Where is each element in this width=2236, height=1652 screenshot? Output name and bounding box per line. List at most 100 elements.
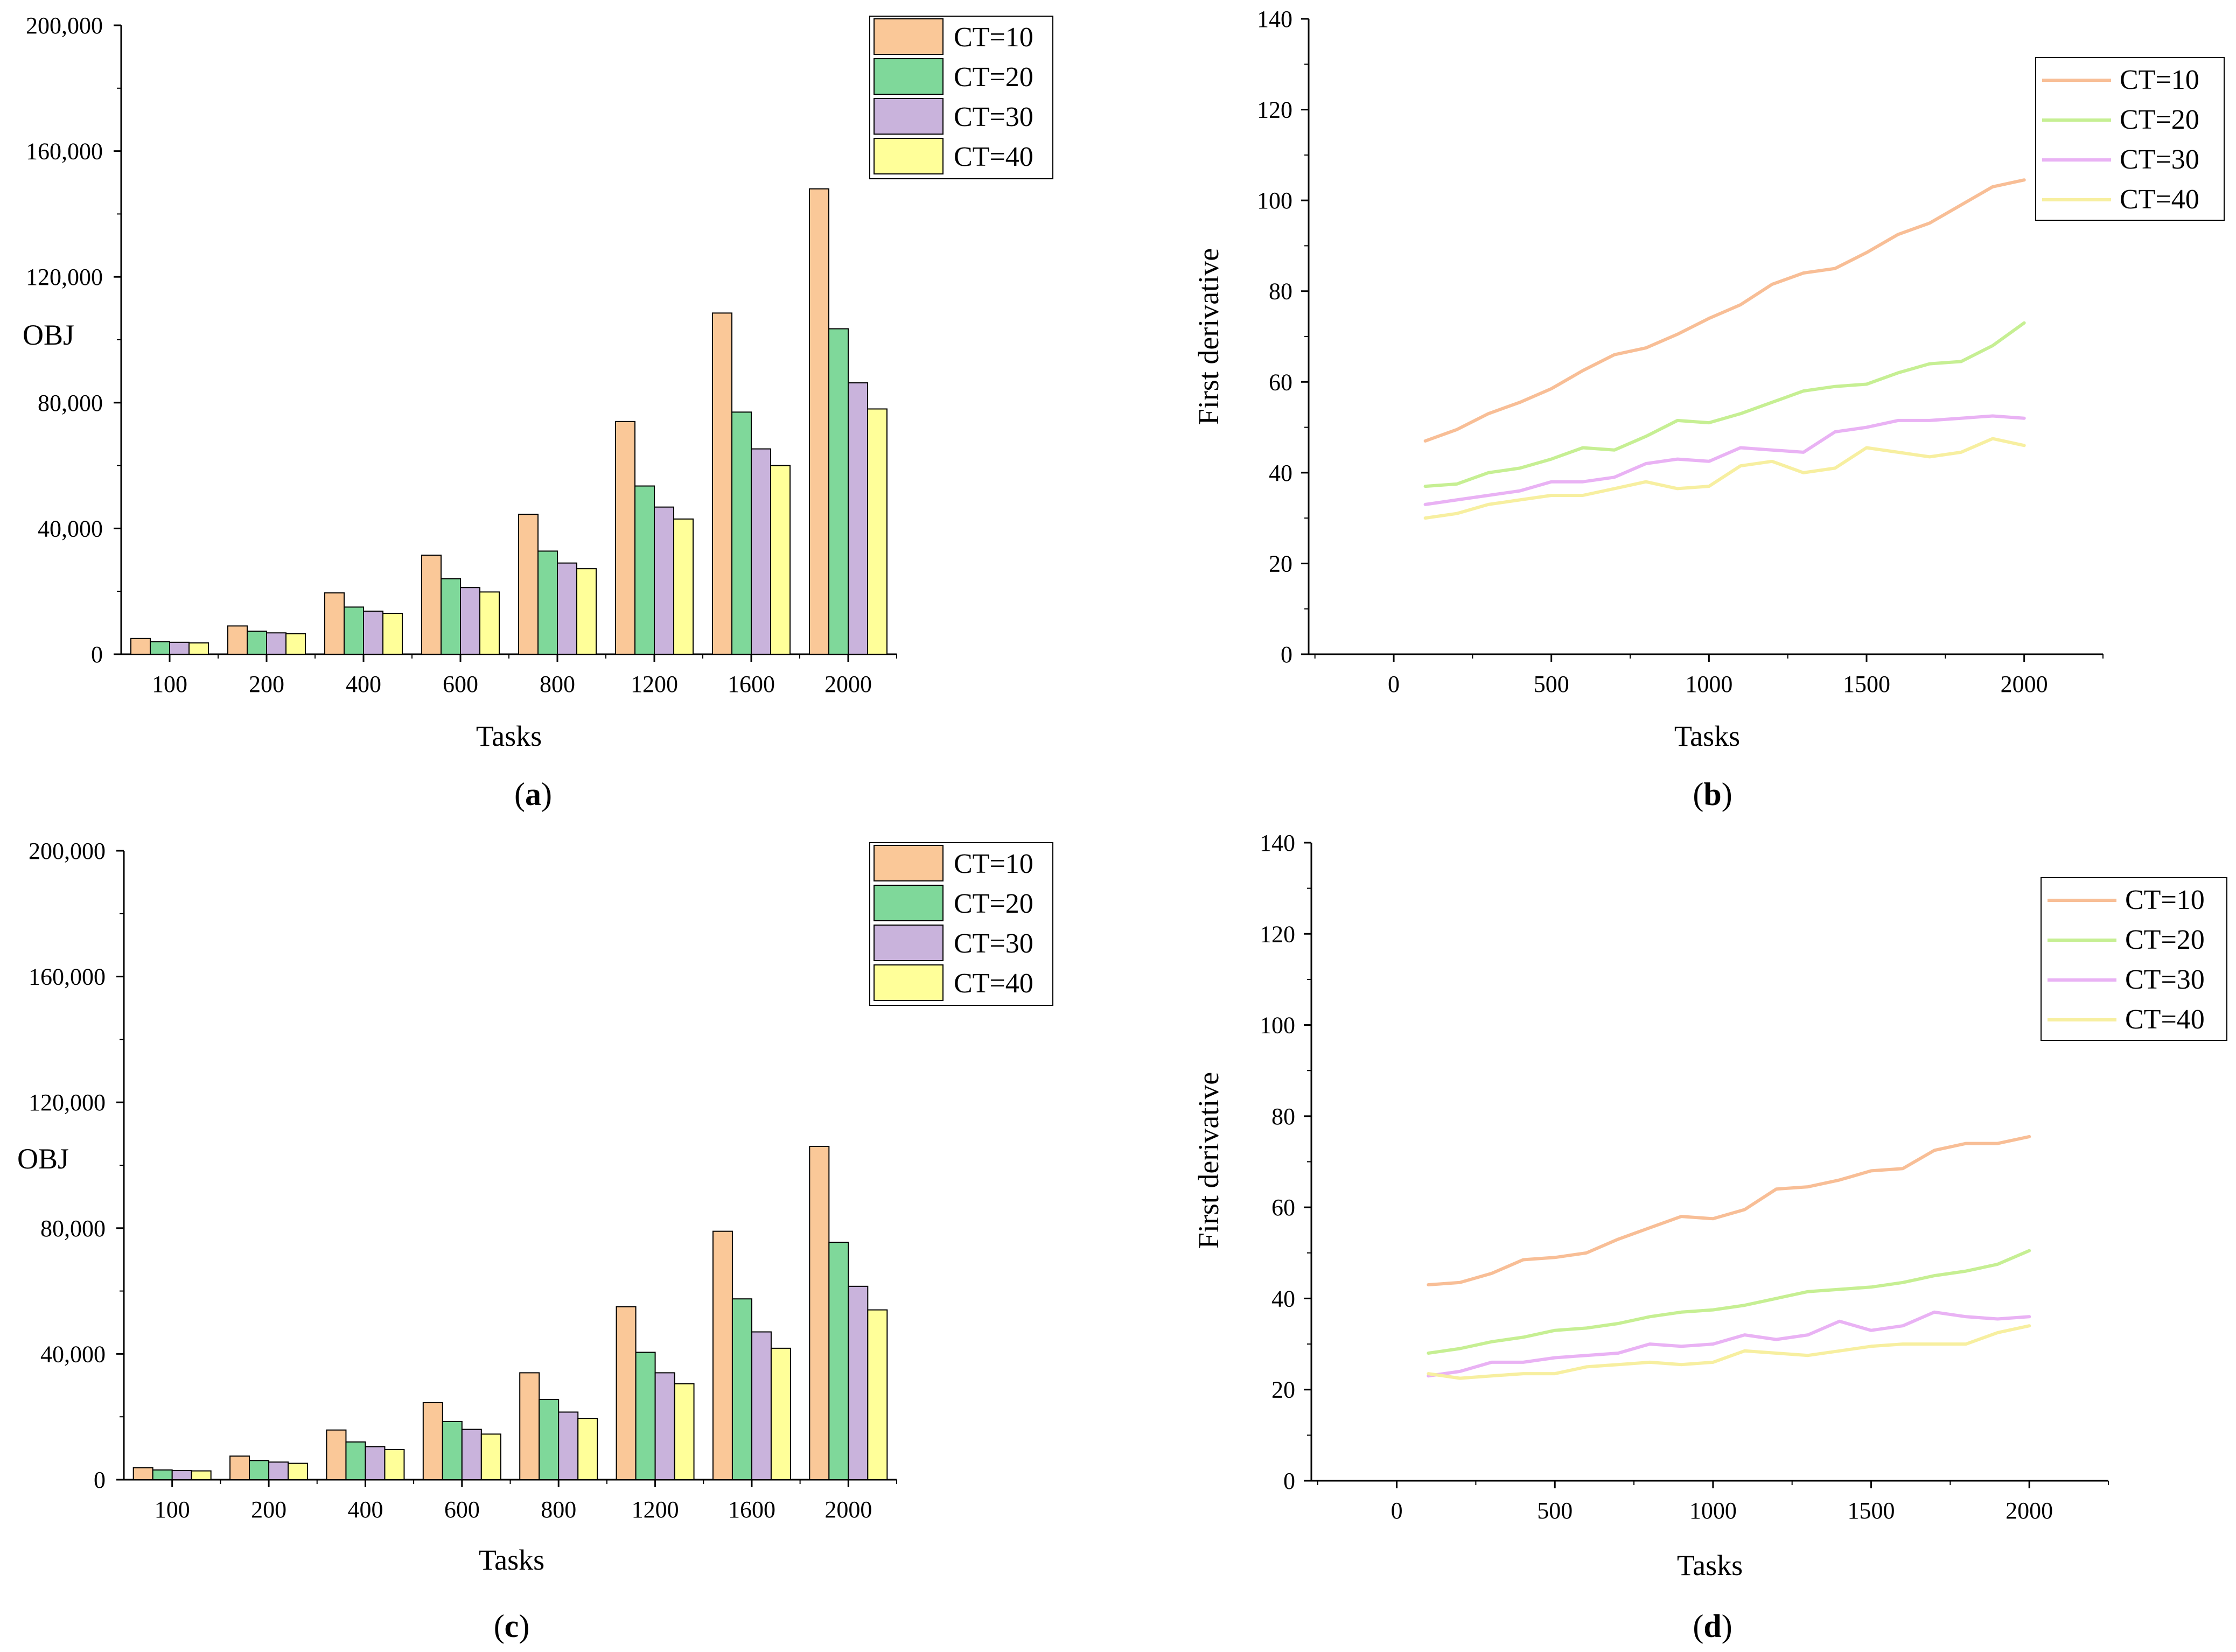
bar	[848, 1285, 869, 1481]
bar	[809, 188, 829, 655]
legend-box	[2041, 877, 2227, 1041]
x-axis-label: Tasks	[1674, 720, 1740, 752]
bar	[130, 638, 151, 655]
y-tick-label: 160,000	[26, 138, 103, 165]
panel-b: 0 20 40 60 80 100 120 140 0 500 1000 1500 2000 First …	[1192, 6, 2225, 812]
y-tick-label: 200,000	[29, 838, 106, 864]
legend-label: CT=30	[2125, 964, 2205, 995]
y-tick-label: 160,000	[29, 964, 106, 990]
bar	[848, 382, 868, 655]
bar	[345, 1441, 366, 1480]
bar	[171, 1470, 192, 1480]
bar	[247, 631, 267, 655]
caption-b: (b)	[1693, 776, 1732, 812]
caption-close: )	[1722, 776, 1732, 812]
bar	[365, 1446, 386, 1480]
x-tick-label: 200	[251, 1496, 287, 1523]
bar	[539, 1399, 560, 1481]
legend: CT=10 CT=20 CT=30 CT=40	[869, 842, 1053, 1006]
legend-label: CT=30	[954, 928, 1033, 959]
y-tick-label: 120,000	[29, 1089, 106, 1116]
bar	[229, 1455, 250, 1480]
bar	[828, 328, 849, 655]
panel-a: 0 40,000 80,000 120,000 160,000 200,000 100 200…	[23, 12, 1053, 812]
caption-a: (a)	[514, 776, 552, 812]
x-tick-label: 2000	[2001, 671, 2048, 697]
bar	[770, 465, 791, 655]
caption-open: (	[514, 776, 525, 812]
x-tick-label: 400	[346, 671, 381, 697]
y-tick-label: 120	[1260, 921, 1295, 947]
bar	[460, 587, 480, 655]
caption-close: )	[541, 776, 552, 812]
bar	[770, 1347, 791, 1480]
x-tick-label: 2000	[2006, 1497, 2053, 1524]
bar	[422, 1402, 443, 1480]
legend-label: CT=40	[954, 142, 1033, 172]
y-tick-label: 80	[1271, 1103, 1295, 1130]
caption-letter: b	[1703, 776, 1721, 812]
y-tick-label: 120,000	[26, 264, 103, 290]
caption-open: (	[1693, 1608, 1703, 1644]
bar	[266, 632, 287, 655]
bar	[132, 1467, 153, 1481]
legend: CT=10 CT=20 CT=30 CT=40	[869, 16, 1053, 179]
x-tick-label: 1200	[631, 671, 678, 697]
bar	[249, 1460, 270, 1480]
legend-label: CT=20	[954, 62, 1033, 93]
legend-label: CT=30	[954, 102, 1033, 132]
bar	[152, 1469, 173, 1480]
x-tick-label: 1200	[632, 1496, 679, 1523]
bar	[518, 514, 539, 655]
legend-swatch	[874, 138, 944, 174]
legend-label: CT=10	[2120, 65, 2199, 95]
y-axis-label: OBJ	[23, 319, 74, 351]
legend-swatch	[874, 58, 944, 95]
y-axis-label: First derivative	[1192, 248, 1225, 425]
x-axis-label: Tasks	[476, 720, 542, 752]
caption-close: )	[1722, 1608, 1732, 1644]
bar	[654, 506, 674, 655]
bar	[576, 568, 597, 655]
legend-swatch	[874, 18, 944, 55]
bar	[227, 625, 248, 655]
bar	[519, 1372, 540, 1480]
x-tick-label: 1500	[1848, 1497, 1895, 1524]
bar	[731, 411, 752, 655]
bar	[480, 1433, 501, 1481]
caption-open: (	[494, 1608, 505, 1644]
x-tick-label: 200	[249, 671, 284, 697]
bar	[635, 1352, 656, 1480]
y-tick-label: 40,000	[40, 1341, 106, 1367]
y-tick-label: 100	[1257, 187, 1292, 214]
y-tick-label: 60	[1271, 1194, 1295, 1221]
y-tick-label: 80,000	[38, 390, 103, 416]
legend-label: CT=20	[2125, 925, 2205, 955]
x-axis-label: Tasks	[479, 1544, 544, 1576]
caption-c: (c)	[494, 1608, 530, 1644]
legend-swatch	[874, 885, 944, 921]
y-tick-label: 100	[1260, 1012, 1295, 1039]
y-axis-label: First derivative	[1192, 1072, 1225, 1249]
x-tick-label: 400	[347, 1496, 383, 1523]
legend-swatch	[874, 925, 944, 961]
x-tick-label: 1500	[1843, 671, 1890, 697]
legend-label: CT=40	[2120, 184, 2199, 215]
legend-swatch	[874, 845, 944, 881]
caption-open: (	[1693, 776, 1703, 812]
legend-label: CT=20	[954, 888, 1033, 919]
panel-d: 0 20 40 60 80 100 120 140 0 500 1000 1500 2000 First …	[1192, 830, 2227, 1644]
x-tick-label: 800	[541, 1496, 576, 1523]
x-tick-label: 1000	[1685, 671, 1732, 697]
x-tick-label: 600	[443, 671, 478, 697]
bar	[285, 633, 306, 655]
legend: CT=10 CT=20 CT=30 CT=40	[2035, 57, 2225, 221]
y-tick-label: 0	[94, 1467, 106, 1493]
legend-label: CT=10	[2125, 885, 2205, 915]
bar	[712, 1230, 733, 1480]
bar	[731, 1298, 752, 1480]
bar	[191, 1470, 212, 1480]
bar	[673, 518, 694, 655]
bar	[188, 642, 209, 655]
